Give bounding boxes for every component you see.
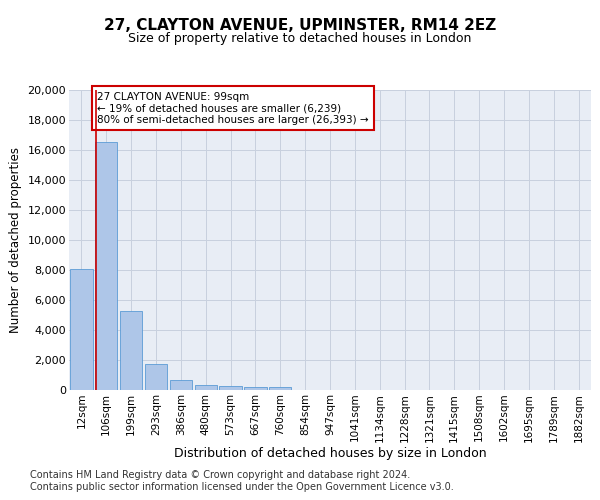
Bar [170, 380, 192, 390]
Text: 27, CLAYTON AVENUE, UPMINSTER, RM14 2EZ: 27, CLAYTON AVENUE, UPMINSTER, RM14 2EZ [104, 18, 496, 32]
Bar [145, 364, 167, 390]
Bar [244, 387, 266, 390]
Y-axis label: Number of detached properties: Number of detached properties [9, 147, 22, 333]
Bar [194, 385, 217, 390]
Text: Contains public sector information licensed under the Open Government Licence v3: Contains public sector information licen… [30, 482, 454, 492]
X-axis label: Distribution of detached houses by size in London: Distribution of detached houses by size … [173, 447, 487, 460]
Text: 27 CLAYTON AVENUE: 99sqm
← 19% of detached houses are smaller (6,239)
80% of sem: 27 CLAYTON AVENUE: 99sqm ← 19% of detach… [97, 92, 368, 124]
Text: Contains HM Land Registry data © Crown copyright and database right 2024.: Contains HM Land Registry data © Crown c… [30, 470, 410, 480]
Text: Size of property relative to detached houses in London: Size of property relative to detached ho… [128, 32, 472, 45]
Bar [269, 388, 292, 390]
Bar [220, 386, 242, 390]
Bar [95, 142, 118, 390]
Bar [120, 310, 142, 390]
Bar [70, 268, 92, 390]
